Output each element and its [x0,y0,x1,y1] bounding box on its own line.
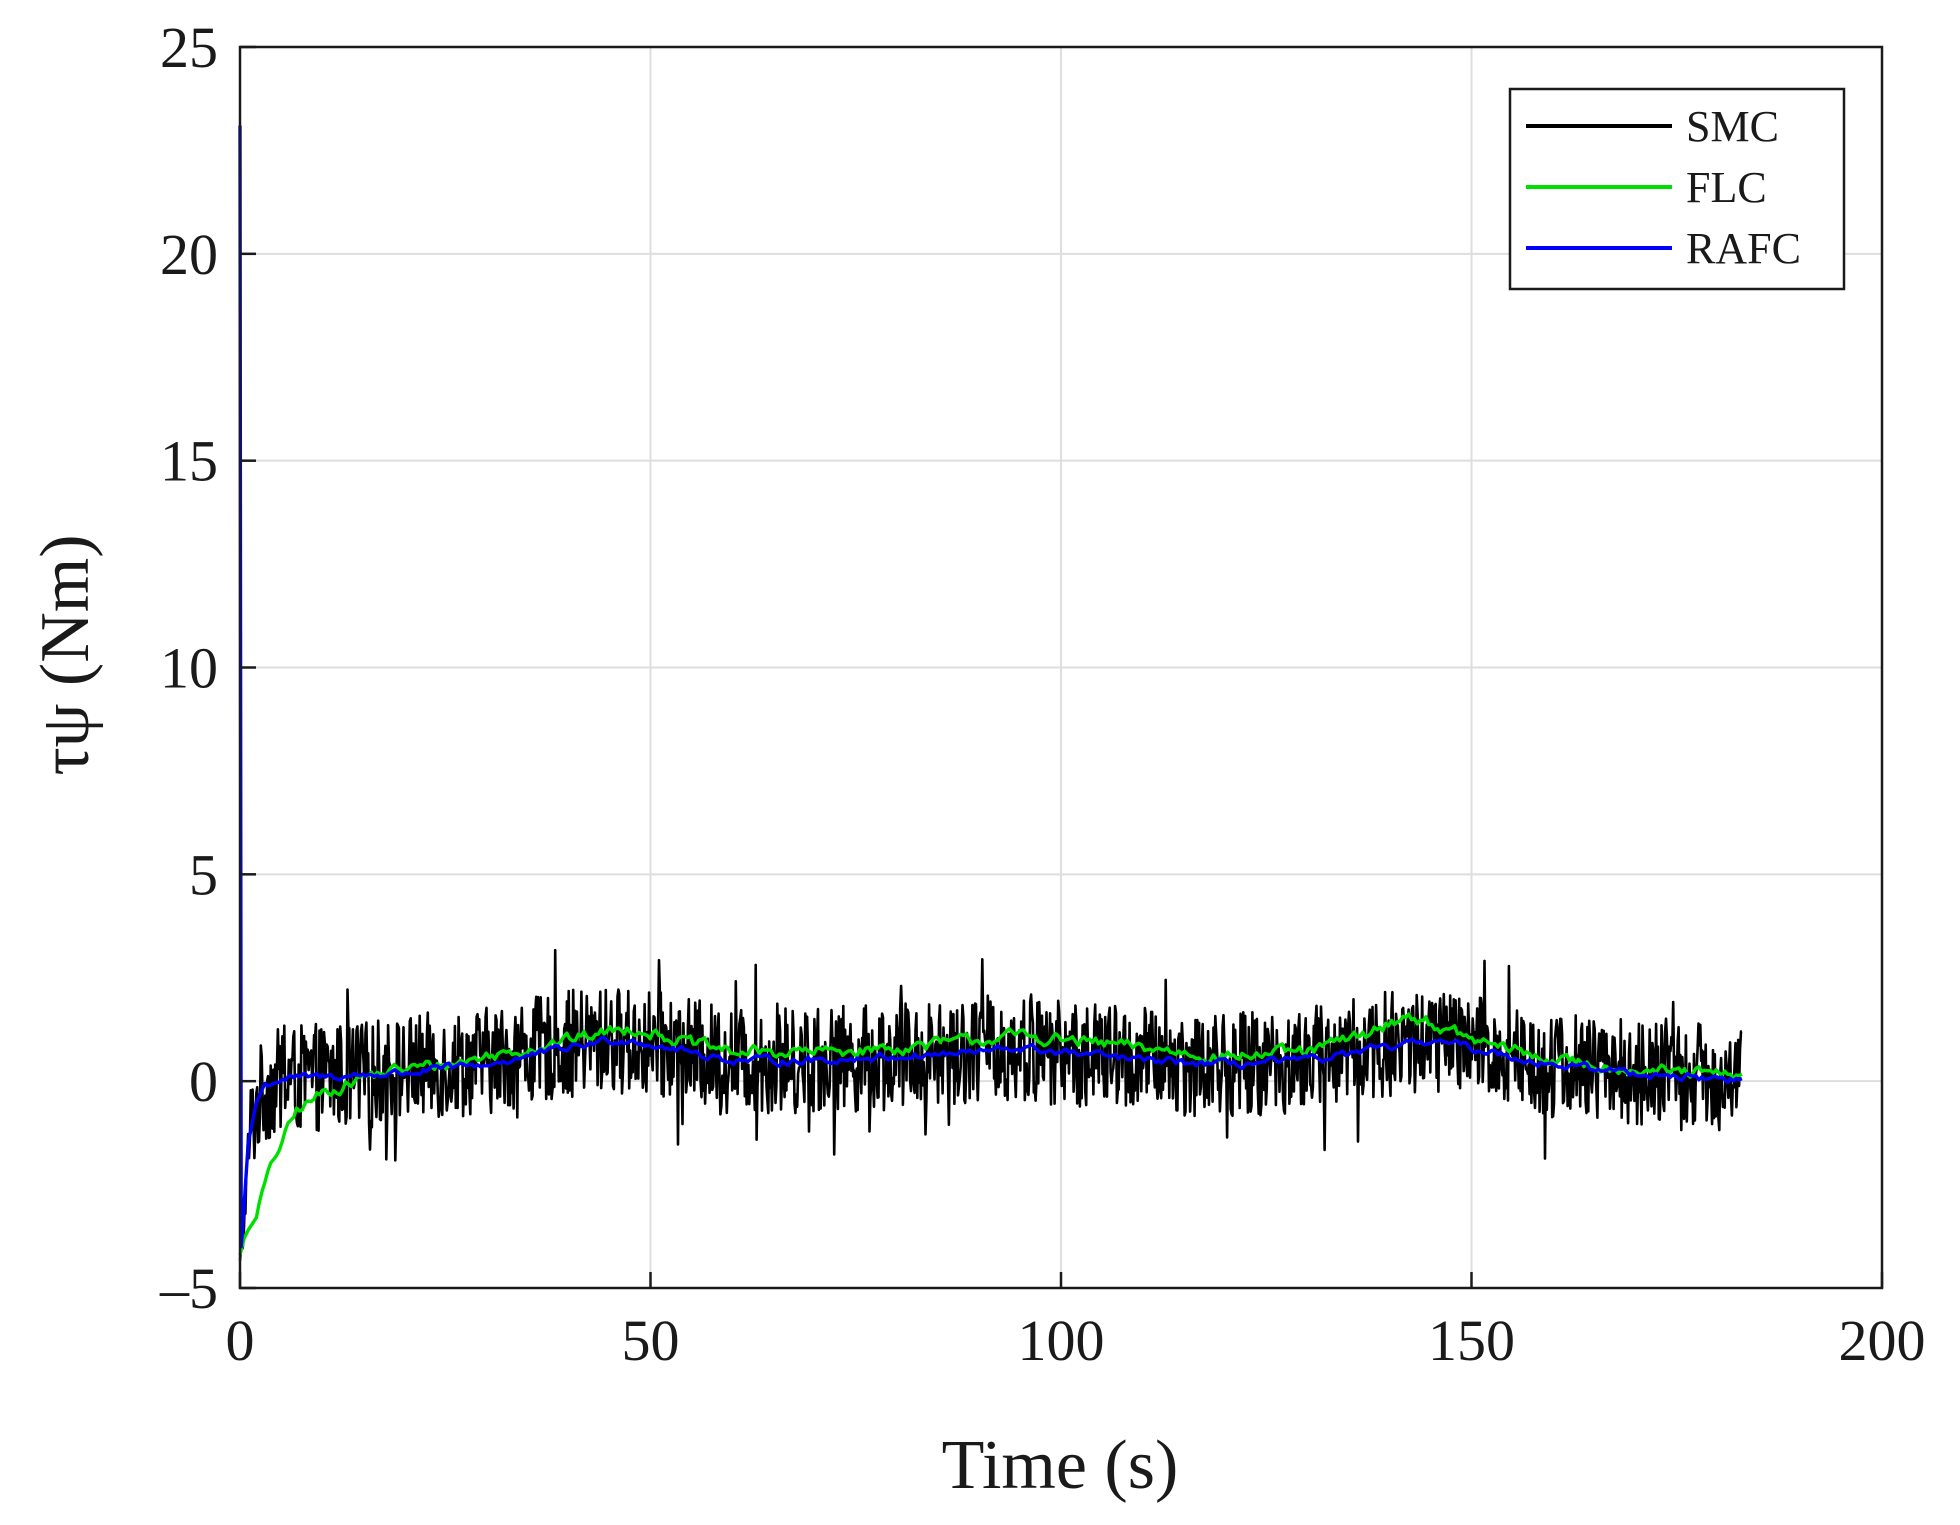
y-tick-label: 0 [189,1049,218,1114]
x-tick-label: 50 [622,1308,680,1373]
y-tick-label: 25 [160,15,218,80]
x-tick-label: 150 [1428,1308,1515,1373]
y-tick-label: 10 [160,636,218,701]
x-axis-title: Time (s) [942,1427,1179,1504]
x-tick-label: 100 [1018,1308,1105,1373]
y-axis-title: τψ (Nm) [27,534,104,775]
y-tick-label: –5 [159,1256,218,1321]
plot-area [238,125,1743,1261]
x-tick-label: 0 [226,1308,255,1373]
x-tick-label: 200 [1839,1308,1926,1373]
legend-label-rafc: RAFC [1686,224,1801,273]
y-tick-label: 5 [189,842,218,907]
series-line-smc [238,948,1743,1261]
legend: SMC FLC RAFC [1508,87,1846,291]
y-tick-label: 15 [160,429,218,494]
y-tick-label: 20 [160,222,218,287]
axes [238,45,1884,1290]
legend-label-smc: SMC [1686,102,1779,151]
series-line-flc [238,1012,1743,1256]
legend-label-flc: FLC [1686,163,1767,212]
series-line-rafc [238,125,1743,1249]
